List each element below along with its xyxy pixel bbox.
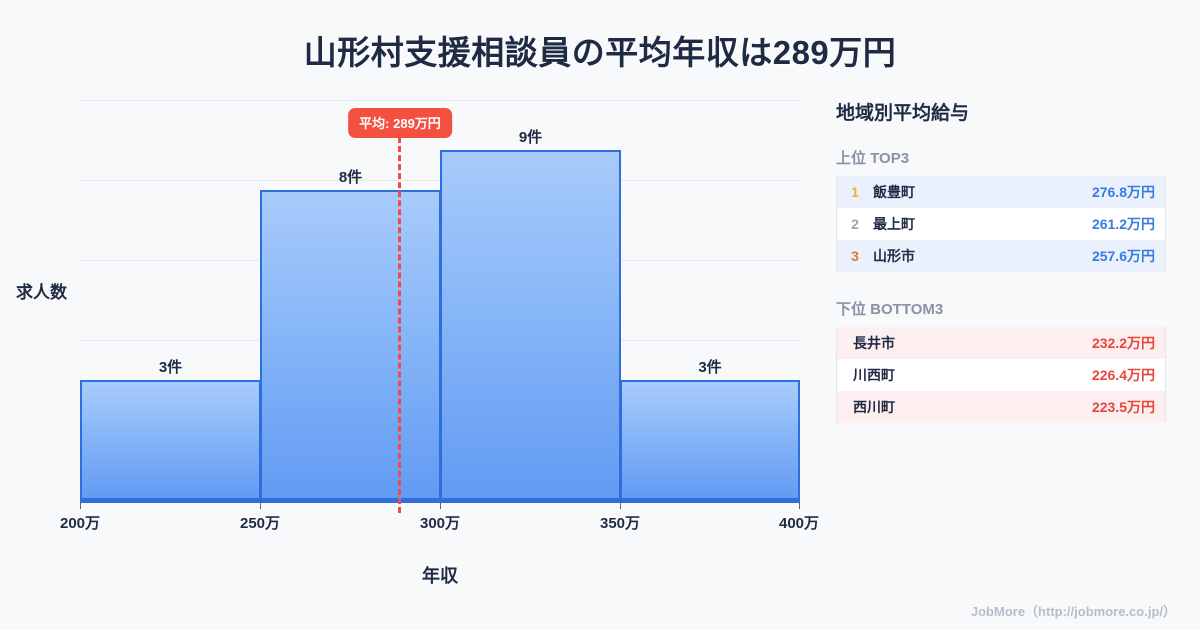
region-name: 川西町 [853, 367, 895, 383]
x-axis-tick [80, 500, 81, 509]
x-axis-tick-label: 350万 [599, 515, 641, 532]
rank-number: 3 [851, 248, 859, 264]
region-name: 西川町 [853, 399, 895, 415]
bar-value-label: 3件 [698, 359, 722, 376]
salary-value: 223.5万円 [1091, 399, 1155, 415]
average-line [398, 128, 401, 513]
bar-value-label: 9件 [518, 129, 543, 146]
x-axis-tick-label: 250万 [239, 515, 281, 532]
table-row[interactable]: 川西町 226.4万円 [837, 359, 1165, 391]
region-name: 最上町 [873, 216, 915, 232]
region-name: 長井市 [853, 335, 895, 351]
rank-number: 1 [851, 184, 859, 200]
plot-area: 3件 8件 9件 3件 200万 250万 300万 350万 400万 平均:… [60, 100, 819, 532]
x-axis-tick-label: 300万 [419, 515, 461, 532]
gridline [80, 100, 800, 101]
bar [260, 190, 441, 500]
x-axis-tick-label: 200万 [59, 515, 101, 532]
table-row[interactable]: 2 最上町 261.2万円 [837, 208, 1165, 240]
salary-value: 261.2万円 [1091, 216, 1155, 232]
bottom3-heading: 下位 BOTTOM3 [836, 301, 944, 318]
x-axis-tick [260, 500, 261, 509]
salary-value: 226.4万円 [1091, 367, 1155, 383]
table-row[interactable]: 3 山形市 257.6万円 [837, 240, 1165, 272]
x-axis-label: 年収 [422, 566, 458, 586]
salary-value: 257.6万円 [1091, 248, 1155, 264]
bar-value-label: 8件 [338, 169, 363, 186]
bar [80, 380, 261, 500]
x-axis-tick [799, 500, 800, 509]
bottom3-table: 長井市 232.2万円 川西町 226.4万円 西川町 223.5万円 [836, 327, 1166, 423]
histogram-chart: 求人数 3件 8件 9件 3件 200万 250万 300万 350万 400万… [0, 90, 830, 590]
bar-value-label: 3件 [158, 359, 183, 376]
salary-value: 276.8万円 [1091, 184, 1155, 200]
table-row[interactable]: 長井市 232.2万円 [837, 327, 1165, 359]
average-badge: 平均: 289万円 [348, 108, 452, 138]
table-row[interactable]: 西川町 223.5万円 [837, 391, 1165, 423]
x-axis-tick-label: 400万 [778, 515, 820, 532]
panel-title: 地域別平均給与 [836, 103, 970, 124]
bar [620, 380, 800, 500]
x-axis-tick [440, 500, 441, 509]
x-axis-tick [620, 500, 621, 509]
bar [440, 150, 621, 500]
footer-credit: JobMore（http://jobmore.co.jp/） [970, 604, 1176, 619]
rank-number: 2 [851, 216, 859, 232]
page-title: 山形村支援相談員の平均年収は289万円 [303, 34, 897, 71]
regional-salary-panel: 地域別平均給与 上位 TOP3 1 飯豊町 276.8万円 2 最上町 261.… [836, 98, 1166, 449]
top3-heading: 上位 TOP3 [836, 150, 910, 167]
salary-value: 232.2万円 [1091, 335, 1155, 351]
region-name: 飯豊町 [873, 184, 915, 200]
region-name: 山形市 [873, 248, 915, 264]
table-row[interactable]: 1 飯豊町 276.8万円 [837, 176, 1165, 208]
top3-table: 1 飯豊町 276.8万円 2 最上町 261.2万円 3 山形市 257.6万… [836, 176, 1166, 272]
y-axis-label: 求人数 [16, 283, 67, 302]
